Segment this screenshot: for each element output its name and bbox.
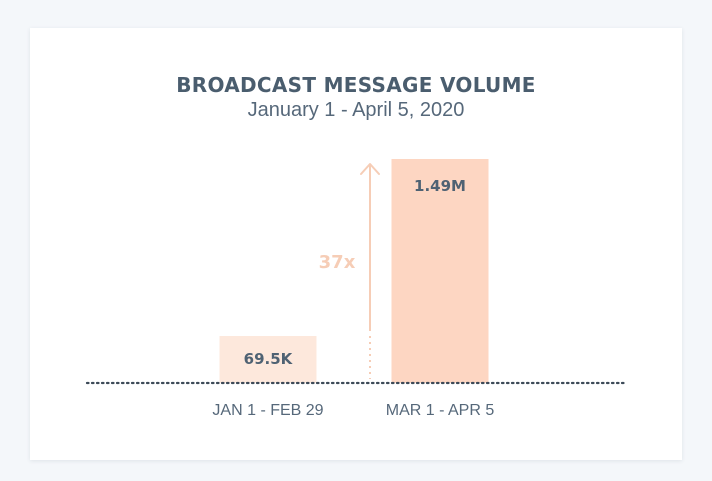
x-axis-ticks: JAN 1 - FEB 29 MAR 1 - APR 5 bbox=[212, 402, 494, 419]
growth-annotation: 37x bbox=[319, 163, 380, 379]
bar-chart: 69.5K 1.49M 37x JAN 1 - FEB 29 MAR 1 - APR… bbox=[85, 159, 627, 419]
growth-ratio-label: 37x bbox=[319, 252, 356, 273]
growth-arrow-head bbox=[360, 163, 380, 175]
chart-subtitle: January 1 - April 5, 2020 bbox=[247, 99, 465, 121]
bar-value-label-2: 1.49M bbox=[414, 177, 466, 195]
chart-card: BROADCAST MESSAGE VOLUME January 1 - Apr… bbox=[30, 28, 682, 460]
chart-title: BROADCAST MESSAGE VOLUME bbox=[176, 73, 536, 97]
bars-group: 69.5K 1.49M bbox=[219, 159, 489, 383]
bar-2 bbox=[391, 159, 489, 383]
bar-1 bbox=[219, 336, 317, 383]
x-tick-label-1: JAN 1 - FEB 29 bbox=[212, 402, 323, 419]
x-tick-label-2: MAR 1 - APR 5 bbox=[386, 402, 495, 419]
bar-value-label-1: 69.5K bbox=[244, 350, 294, 368]
